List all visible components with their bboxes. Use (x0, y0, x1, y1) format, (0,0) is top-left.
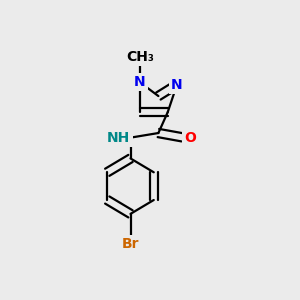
Text: Br: Br (122, 237, 139, 251)
Text: O: O (184, 130, 196, 145)
Text: NH: NH (107, 130, 130, 145)
Text: N: N (134, 75, 146, 89)
Text: CH₃: CH₃ (126, 50, 154, 64)
Text: N: N (171, 77, 183, 92)
